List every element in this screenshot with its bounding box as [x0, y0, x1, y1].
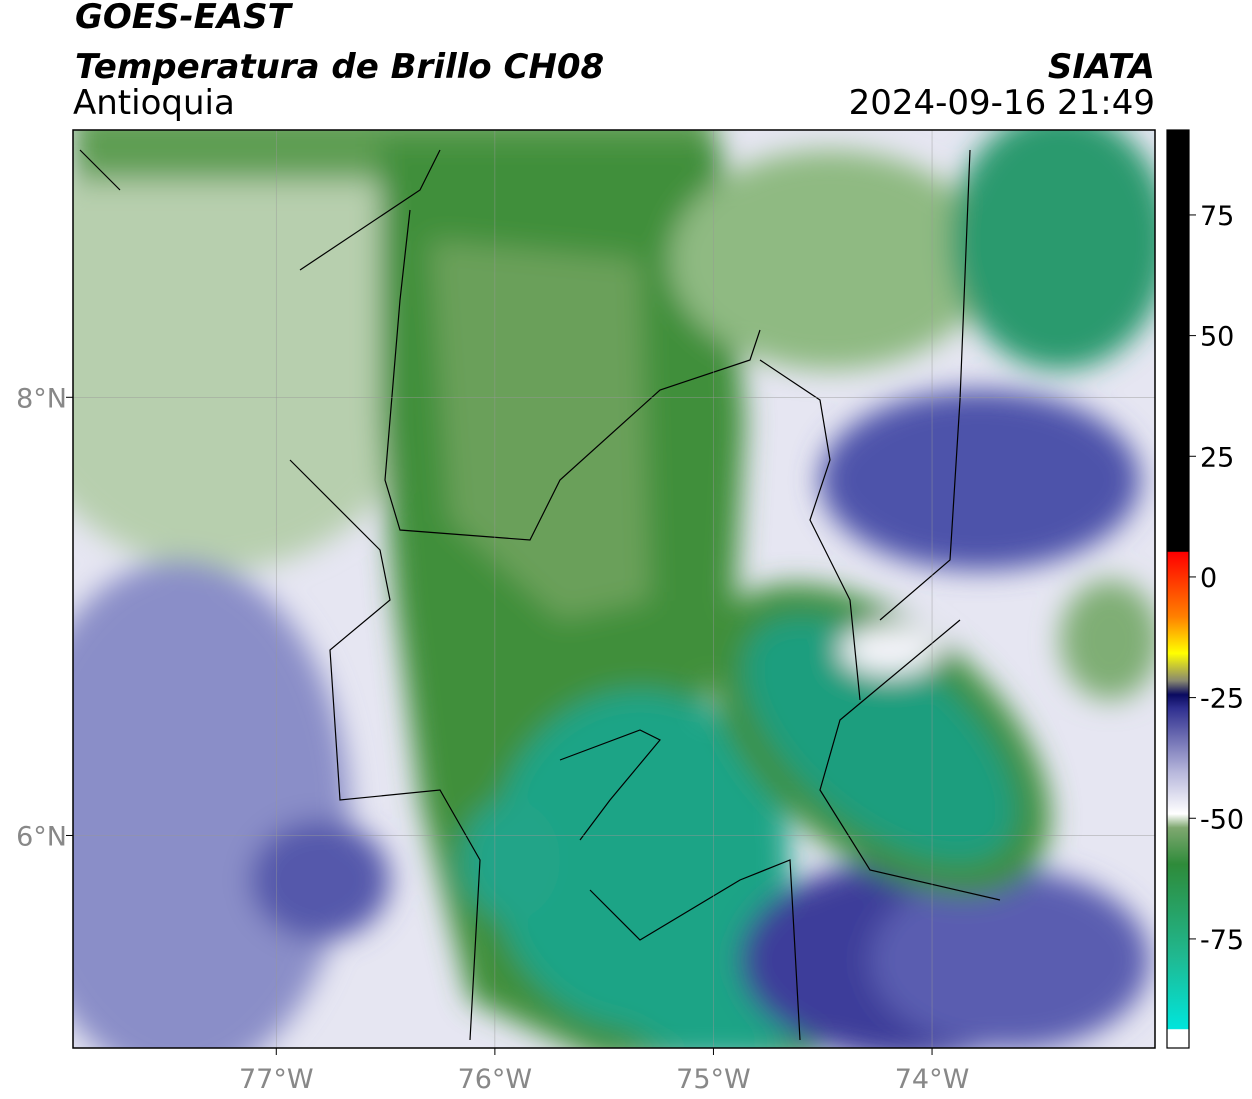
source: SIATA	[1048, 47, 1155, 87]
colorbar-tick-label: -25	[1200, 684, 1244, 715]
y-tick-label: 8°N	[16, 383, 67, 414]
x-tick-label: 75°W	[676, 1064, 751, 1095]
x-tick-label: 76°W	[458, 1064, 533, 1095]
colorbar-tick-label: 50	[1200, 322, 1234, 353]
satellite-image	[73, 130, 1155, 1048]
subtitle: Temperatura de Brillo CH08	[75, 47, 604, 87]
title: GOES-EAST	[75, 0, 294, 37]
map-frame	[72, 129, 1156, 1049]
colorbar	[1166, 129, 1190, 1049]
colorbar-tick-label: 25	[1200, 442, 1234, 473]
colorbar-tick-label: 0	[1200, 563, 1217, 594]
colorbar-tick-label: -75	[1200, 925, 1244, 956]
colorbar-tick-label: -50	[1200, 804, 1244, 835]
x-tick-label: 74°W	[895, 1064, 970, 1095]
timestamp: 2024-09-16 21:49	[849, 83, 1155, 123]
region: Antioquia	[73, 83, 235, 123]
graticule	[73, 130, 1155, 1048]
x-tick-label: 77°W	[239, 1064, 314, 1095]
y-tick-label: 6°N	[16, 821, 67, 852]
colorbar-tick-label: 75	[1200, 201, 1234, 232]
